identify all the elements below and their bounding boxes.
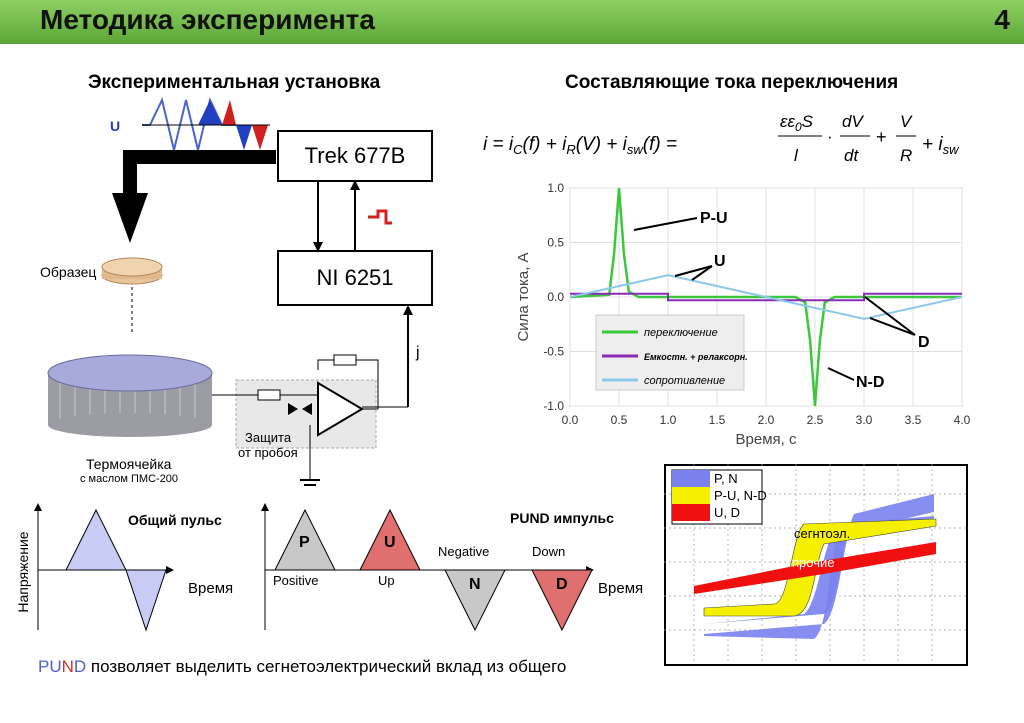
- svg-text:R: R: [900, 146, 912, 165]
- hysteresis-loops: P, N P-U, N-D U, D общий сегнтоэл. прочи…: [664, 464, 968, 666]
- footer-n: N: [61, 657, 74, 676]
- footer-note: PUND позволяет выделить сегнетоэлектриче…: [38, 657, 566, 677]
- series-line-2: [569, 274, 963, 320]
- legend-label-2: сопротивление: [644, 375, 725, 387]
- label-other: прочие: [792, 555, 834, 570]
- y-tick-label: 0.0: [547, 290, 564, 304]
- x-tick-label: 0.5: [611, 413, 628, 427]
- header-bar: Методика эксперимента 4: [0, 0, 1024, 44]
- x-tick-label: 3.0: [856, 413, 873, 427]
- legend-pund: P-U, N-D: [714, 488, 767, 503]
- cell-sublabel: с маслом ПМС-200: [80, 473, 179, 485]
- time-label-1: Время: [188, 580, 233, 597]
- negative-label: Negative: [438, 544, 489, 559]
- chart-legend: [595, 314, 745, 391]
- svg-text:V: V: [900, 112, 913, 131]
- footer-pu: PU: [38, 657, 62, 676]
- legend-label-0: переключение: [644, 327, 718, 339]
- general-pulse-title: Общий пульс: [128, 512, 222, 528]
- series-line-0: [569, 187, 962, 407]
- svg-text:·: ·: [827, 127, 833, 146]
- footer-d: D: [73, 657, 87, 676]
- current-formula: i = iC(f) + iR(V) + isw(f) = εε0S l · dV…: [483, 112, 960, 165]
- trek-box: Trek 677B: [277, 130, 433, 182]
- x-tick-label: 4.0: [954, 413, 971, 427]
- time-label-2: Время: [598, 580, 643, 597]
- svg-text:+ isw: + isw: [922, 134, 960, 157]
- y-tick-label: 1.0: [547, 181, 564, 195]
- svg-text:dt: dt: [844, 146, 859, 165]
- x-tick-label: 1.0: [660, 413, 677, 427]
- protection-label-2: от пробоя: [238, 445, 298, 460]
- pund-title: PUND импульс: [510, 510, 614, 526]
- y-tick-label: -1.0: [543, 399, 564, 413]
- label-general: общий: [846, 494, 886, 509]
- legend-ud: U, D: [714, 505, 740, 520]
- footer-rest: позволяет выделить сегнетоэлектрический …: [86, 657, 567, 676]
- x-tick-label: 1.5: [709, 413, 726, 427]
- y-axis-label: Сила тока, А: [515, 252, 532, 341]
- protection-label-1: Защита: [245, 430, 292, 445]
- pulse-diagrams: Напряжение Общий пульс Время P U N D Pos…: [15, 503, 643, 632]
- pulse-n: N: [469, 576, 481, 593]
- page-title: Методика эксперимента: [40, 4, 375, 35]
- x-tick-label: 3.5: [905, 413, 922, 427]
- sample-label: Образец: [40, 264, 96, 280]
- x-tick-label: 0.0: [562, 413, 579, 427]
- pulse-u: U: [384, 534, 396, 551]
- svg-text:+: +: [876, 127, 887, 147]
- setup-schematic: U j Образец Защита от пробоя: [40, 97, 420, 486]
- annotation-nd: N-D: [856, 374, 884, 391]
- svg-text:εε0S: εε0S: [780, 112, 814, 134]
- current-chart: 0.0 0.5 1.0 1.5 2.0 2.5 3.0 3.5 4.0 1.0 0.5 0.0 -0.5…: [515, 181, 971, 448]
- legend-label-1: Емкостн. + релаксорн.: [644, 352, 748, 362]
- down-label: Down: [532, 544, 565, 559]
- pulse-p: P: [299, 534, 310, 551]
- annotation-u: U: [714, 253, 726, 270]
- voltage-label: Напряжение: [15, 531, 31, 612]
- x-tick-label: 2.0: [758, 413, 775, 427]
- ni-box: NI 6251: [277, 250, 433, 306]
- legend-pn: P, N: [714, 471, 738, 486]
- series-line-1: [570, 292, 962, 302]
- page-number: 4: [994, 4, 1010, 35]
- input-waveform: [142, 97, 270, 151]
- cell-label: Термоячейка: [86, 456, 172, 472]
- y-tick-label: 0.5: [547, 236, 564, 250]
- annotation-d: D: [918, 334, 930, 351]
- svg-text:l: l: [794, 146, 799, 165]
- setup-title: Экспериментальная установка: [88, 72, 381, 93]
- j-label: j: [415, 344, 420, 361]
- svg-text:dV: dV: [842, 112, 864, 131]
- svg-text:i = iC(f) + iR(V) + isw(f) =: i = iC(f) + iR(V) + isw(f) =: [483, 134, 677, 157]
- y-tick-label: -0.5: [543, 345, 564, 359]
- label-ferro: сегнтоэл.: [794, 526, 850, 541]
- x-tick-label: 2.5: [807, 413, 824, 427]
- annotation-pu: P-U: [700, 210, 728, 227]
- up-label: Up: [378, 573, 395, 588]
- x-axis-label: Время, с: [736, 431, 797, 448]
- positive-label: Positive: [273, 573, 319, 588]
- u-label: U: [110, 118, 120, 134]
- components-title: Составляющие тока переключения: [565, 72, 899, 93]
- pulse-d: D: [556, 576, 568, 593]
